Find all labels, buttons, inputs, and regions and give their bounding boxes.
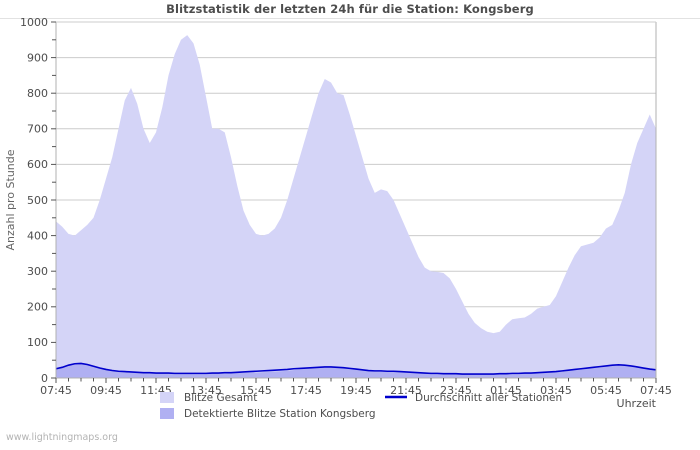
chart-legend: Blitze Gesamt Detektierte Blitze Station …: [160, 392, 562, 420]
y-tick-label: 900: [27, 51, 48, 64]
x-tick-label: 15:45: [240, 384, 272, 397]
legend-swatch: [160, 408, 174, 419]
y-tick-label: 400: [27, 229, 48, 242]
x-tick-label: 17:45: [290, 384, 322, 397]
x-tick-label: 07:45: [40, 384, 72, 397]
watermark-label: www.lightningmaps.org: [6, 432, 118, 443]
x-tick-label: 09:45: [90, 384, 122, 397]
y-tick-label: 1000: [20, 16, 48, 29]
x-tick-label: 07:45: [640, 384, 672, 397]
x-tick-label: 01:45: [490, 384, 522, 397]
legend-label: Durchschnitt aller Stationen: [415, 392, 562, 404]
y-axis-title: Anzahl pro Stunde: [4, 149, 17, 250]
area-series: [56, 362, 656, 378]
x-tick-label: 23:45: [440, 384, 472, 397]
y-tick-label: 600: [27, 158, 48, 171]
area-series-layer: [56, 35, 656, 379]
y-tick-label: 0: [41, 372, 48, 385]
y-axis-ticks: 0 100 200 300 400 500 600 700 800 900 1000: [20, 16, 56, 385]
y-tick-label: 300: [27, 265, 48, 278]
x-axis-ticks: 07:45 09:45 11:45 13:45 15:45 17:45 19:45 21:45…: [40, 378, 672, 397]
legend-label: Blitze Gesamt: [184, 392, 257, 404]
x-tick-label: 05:45: [590, 384, 622, 397]
y-tick-label: 700: [27, 123, 48, 136]
y-tick-label: 800: [27, 87, 48, 100]
y-tick-label: 200: [27, 301, 48, 314]
y-tick-label: 500: [27, 194, 48, 207]
x-tick-label: 13:45: [190, 384, 222, 397]
area-series: [56, 35, 656, 379]
legend-swatch: [160, 392, 174, 403]
average-line-series: [55, 362, 657, 375]
x-tick-label: 21:45: [390, 384, 422, 397]
y-tick-label: 100: [27, 336, 48, 349]
x-axis-title: Uhrzeit: [617, 397, 657, 410]
x-tick-label: 03:45: [540, 384, 572, 397]
title-divider: [0, 18, 700, 19]
page-title: Blitzstatistik der letzten 24h für die S…: [166, 2, 534, 16]
legend-label: Detektierte Blitze Station Kongsberg: [184, 408, 376, 420]
x-tick-label: 19:45: [340, 384, 372, 397]
line-series-layer: [55, 362, 657, 375]
